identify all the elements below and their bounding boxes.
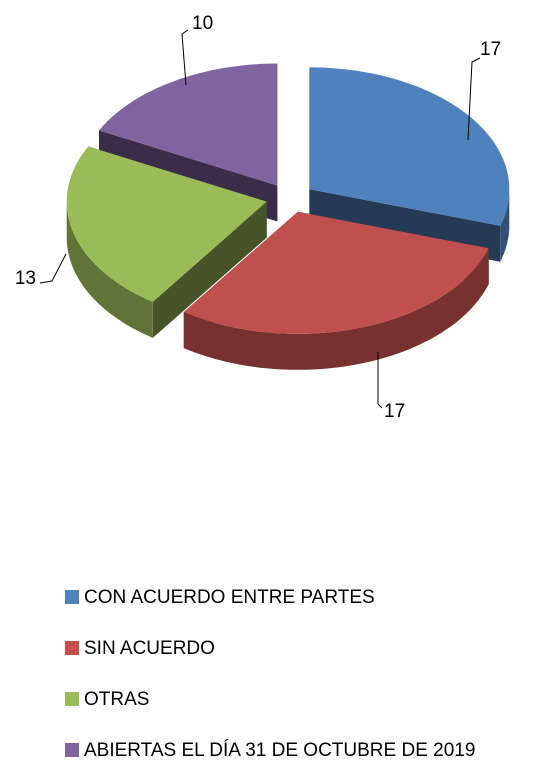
- slice-top: [183, 211, 489, 334]
- slice-top: [66, 146, 267, 302]
- leader-line: [467, 57, 481, 141]
- slice-wall: [66, 201, 153, 338]
- legend-swatch: [65, 743, 79, 757]
- legend-swatch: [65, 590, 79, 604]
- data-label: 10: [192, 13, 213, 34]
- slice-side: [152, 201, 267, 338]
- pie-slice: [183, 211, 489, 370]
- legend-label: CON ACUERDO ENTRE PARTES: [84, 587, 375, 608]
- data-label: 17: [384, 401, 405, 422]
- legend-label: OTRAS: [84, 689, 149, 710]
- legend-label: ABIERTAS EL DÍA 31 DE OCTUBRE DE 2019: [84, 740, 475, 761]
- legend-swatch: [65, 692, 79, 706]
- pie-slice: [66, 146, 267, 338]
- data-label: 17: [480, 39, 501, 60]
- slice-top: [309, 67, 510, 226]
- legend-swatch: [65, 641, 79, 655]
- leader-line: [39, 253, 67, 284]
- data-label: 13: [15, 268, 36, 289]
- slice-wall: [500, 189, 510, 262]
- pie: [66, 63, 510, 370]
- slice-wall: [183, 248, 489, 370]
- legend-label: SIN ACUERDO: [84, 638, 215, 659]
- leader-line: [377, 352, 383, 409]
- leader-line: [181, 29, 189, 86]
- slice-top: [99, 63, 278, 186]
